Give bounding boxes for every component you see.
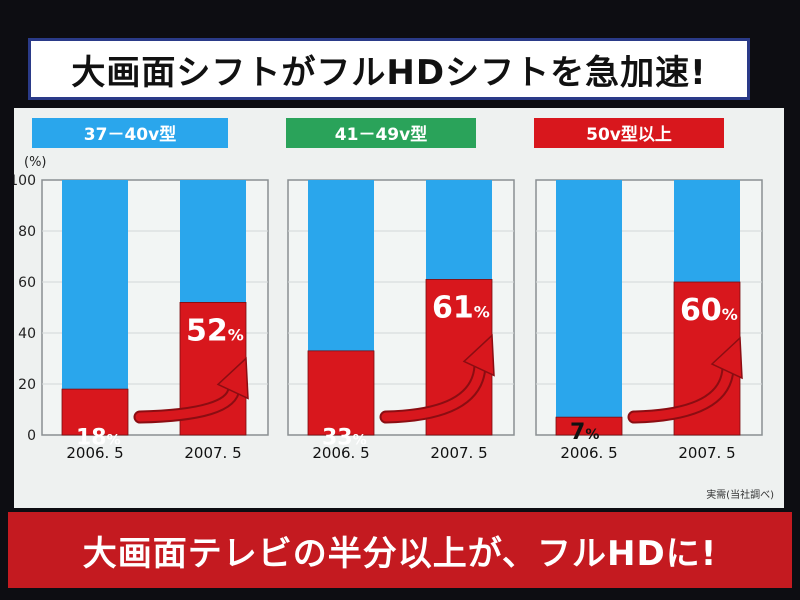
- bar-fullhd: [307, 350, 375, 436]
- bar-remainder: [556, 180, 622, 435]
- arrow-head: [710, 336, 743, 380]
- y-axis-label: (%): [24, 155, 47, 170]
- group-header-label: 41－49v型: [335, 124, 427, 145]
- x-category-label: 2006. 5: [312, 444, 369, 462]
- x-category-label: 2007. 5: [184, 444, 241, 462]
- bar-fullhd: [61, 388, 129, 436]
- data-label: 33%: [322, 426, 367, 451]
- data-label: 52%: [186, 313, 244, 348]
- arrow-head: [462, 333, 495, 377]
- footer-text: 大画面テレビの半分以上が、フルHDに!: [82, 533, 718, 574]
- chart-group-1: 37－40v型 2006. 5 2007. 5 18% 52%: [32, 118, 269, 462]
- y-tick-label: 20: [18, 377, 36, 393]
- chart-group-3: 50v型以上 2006. 5 2007. 5 7% 60%: [534, 118, 763, 462]
- bar-fullhd: [555, 416, 623, 436]
- arrow-shaft: [135, 383, 239, 422]
- y-tick-label: 80: [18, 224, 36, 240]
- chart-panel: (%) 0 20 40 60 80 100 37－40v型 2006. 5 2007. 5 18% 5…: [9, 108, 784, 508]
- x-category-label: 2007. 5: [430, 444, 487, 462]
- title-box: 大画面シフトがフルHDシフトを急加速!: [28, 38, 750, 100]
- data-label: 60%: [680, 293, 738, 328]
- y-tick-label: 60: [18, 275, 36, 291]
- data-label: 61%: [432, 290, 490, 325]
- data-label: 18%: [76, 426, 121, 451]
- group-header-label: 37－40v型: [84, 124, 176, 145]
- y-tick-label: 100: [14, 173, 36, 189]
- footer-banner: 大画面テレビの半分以上が、フルHDに!: [8, 512, 792, 588]
- chart-svg: (%) 0 20 40 60 80 100 37－40v型 2006. 5 2007. 5 18% 5…: [9, 118, 774, 501]
- group-header-label: 50v型以上: [586, 124, 672, 145]
- slide-title: 大画面シフトがフルHDシフトを急加速!: [71, 52, 707, 93]
- group-header: [286, 118, 476, 148]
- y-tick-label: 40: [18, 326, 36, 342]
- arrow-head: [216, 356, 249, 400]
- source-note: 実需(当社調べ): [706, 488, 774, 501]
- arrow-shaft: [629, 363, 733, 422]
- group-header: [32, 118, 228, 148]
- y-tick-label: 0: [27, 428, 36, 444]
- arrow-shaft: [381, 360, 485, 422]
- group-header: [534, 118, 724, 148]
- data-label: 7%: [570, 420, 599, 445]
- x-category-label: 2007. 5: [678, 444, 735, 462]
- x-category-label: 2006. 5: [66, 444, 123, 462]
- chart-group-2: 41－49v型 2006. 5 2007. 5 33% 61%: [286, 118, 515, 462]
- x-category-label: 2006. 5: [560, 444, 617, 462]
